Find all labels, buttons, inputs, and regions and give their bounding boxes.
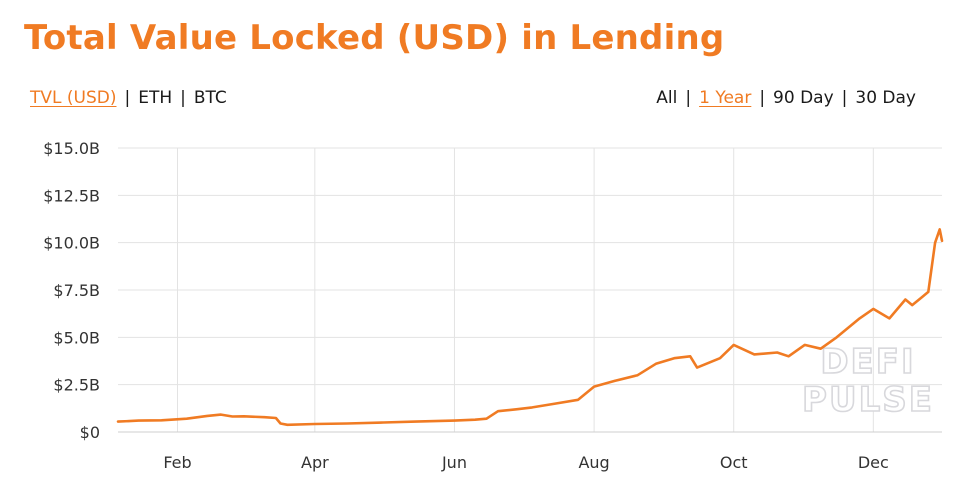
watermark-line-1: DEFI (820, 342, 915, 382)
separator: | (180, 88, 186, 108)
y-tick-label: $10.0B (43, 234, 100, 253)
y-tick-label: $7.5B (53, 281, 100, 300)
watermark-line-2: PULSE (802, 380, 934, 420)
x-tick-label: Jun (441, 453, 467, 472)
x-axis: Feb Apr Jun Aug Oct Dec (118, 431, 942, 472)
range-30-day[interactable]: 30 Day (855, 88, 916, 108)
x-tick-label: Aug (578, 453, 609, 472)
y-tick-label: $15.0B (43, 139, 100, 158)
tvl-line-chart: $0 $2.5B $5.0B $7.5B $10.0B $12.5B $15.0B Feb A… (43, 139, 944, 472)
separator: | (841, 88, 848, 108)
unit-toggle: TVL (USD) | ETH | BTC (30, 88, 227, 108)
y-tick-label: $5.0B (53, 328, 100, 347)
separator: | (759, 88, 766, 108)
range-toggle: All | 1 Year | 90 Day | 30 Day (656, 88, 916, 108)
page-title: Total Value Locked (USD) in Lending (24, 18, 725, 58)
toggle-tvl-usd[interactable]: TVL (USD) (30, 88, 117, 108)
y-tick-label: $12.5B (43, 186, 100, 205)
range-90-day[interactable]: 90 Day (773, 88, 834, 108)
watermark: DEFI PULSE (801, 341, 934, 421)
y-axis: $0 $2.5B $5.0B $7.5B $10.0B $12.5B $15.0B (43, 139, 100, 442)
grid-lines (118, 147, 942, 433)
toggle-btc[interactable]: BTC (193, 88, 227, 108)
range-all[interactable]: All (656, 88, 678, 108)
series-group (116, 228, 944, 427)
toggle-eth[interactable]: ETH (138, 88, 173, 108)
x-tick-label: Apr (301, 453, 329, 472)
separator: | (685, 88, 692, 108)
tvl-series-line (116, 228, 944, 427)
separator: | (124, 88, 131, 108)
x-tick-label: Feb (163, 453, 191, 472)
x-tick-label: Dec (858, 453, 889, 472)
y-tick-label: $0 (80, 423, 100, 442)
x-tick-label: Oct (720, 453, 748, 472)
range-1-year[interactable]: 1 Year (699, 88, 752, 108)
y-tick-label: $2.5B (53, 376, 100, 395)
